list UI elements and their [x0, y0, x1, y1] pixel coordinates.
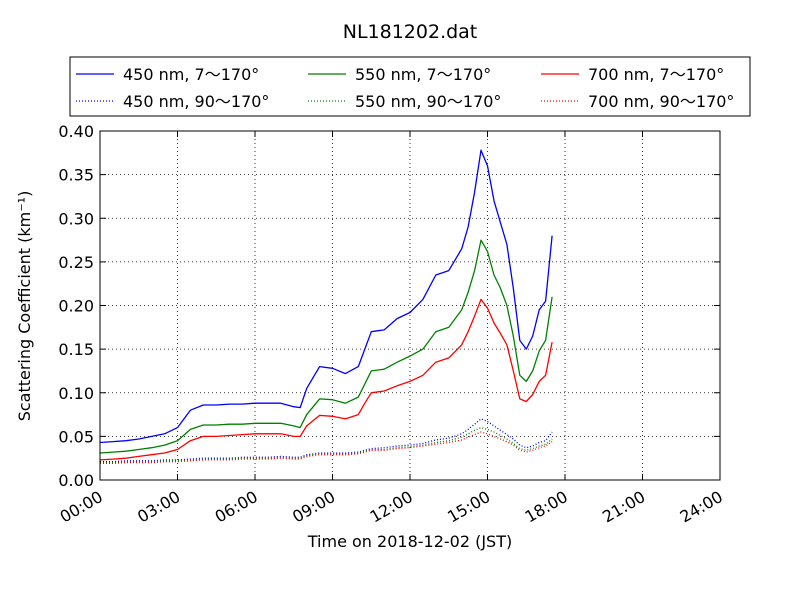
x-tick-label: 24:00: [677, 487, 726, 527]
legend-box: [69, 56, 751, 117]
y-tick-label: 0.25: [58, 253, 94, 272]
x-tick-label: 18:00: [522, 487, 571, 527]
legend-label: 450 nm, 7～170°: [123, 65, 259, 84]
legend-label: 550 nm, 90～170°: [355, 92, 501, 111]
x-tick-label: 12:00: [367, 487, 416, 527]
legend-label: 550 nm, 7～170°: [355, 65, 491, 84]
series-line-3: [99, 298, 553, 461]
chart-title: NL181202.dat: [343, 21, 478, 43]
legend-label: 700 nm, 90～170°: [588, 92, 734, 111]
series-group: [99, 149, 553, 465]
legend-label: 700 nm, 7～170°: [588, 65, 724, 84]
y-tick-label: 0.10: [58, 384, 94, 403]
y-tick-label: 0.05: [58, 427, 94, 446]
x-tick-label: 15:00: [444, 487, 493, 527]
series-line-4: [100, 418, 553, 463]
x-tick-label: 03:00: [134, 487, 183, 527]
x-axis-label: Time on 2018-12-02 (JST): [307, 532, 512, 551]
grid: [100, 131, 720, 480]
y-tick-label: 0.15: [58, 340, 94, 359]
x-tick-label: 06:00: [212, 487, 261, 527]
y-tick-label: 0.20: [58, 297, 94, 316]
series-line-1: [99, 149, 553, 444]
series-line-2: [99, 239, 553, 454]
x-tick-label: 00:00: [57, 487, 106, 527]
y-axis-label: Scattering Coefficient (km⁻¹): [15, 191, 34, 422]
legend-label: 450 nm, 90～170°: [123, 92, 269, 111]
x-tick-label: 09:00: [289, 487, 338, 527]
legend: 450 nm, 7～170° 450 nm, 90～170° 550 nm, 7～1…: [69, 56, 751, 117]
x-tick-label: 21:00: [599, 487, 648, 527]
y-tick-label: 0.40: [58, 122, 94, 141]
series-line-5: [100, 426, 553, 464]
y-tick-label: 0.30: [58, 209, 94, 228]
y-tick-label: 0.35: [58, 166, 94, 185]
y-tick-label: 0.00: [58, 471, 94, 490]
